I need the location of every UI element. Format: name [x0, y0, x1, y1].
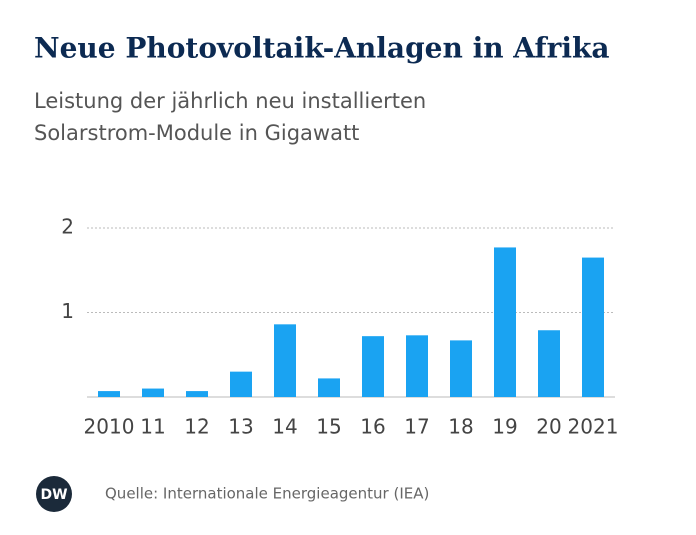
bar [406, 335, 428, 397]
logo: DW [40, 487, 67, 503]
bar [362, 336, 384, 397]
x-tick-label: 18 [448, 415, 473, 439]
bar [274, 324, 296, 397]
x-tick-label: 17 [404, 415, 429, 439]
x-tick-label: 14 [272, 415, 297, 439]
bar [230, 371, 252, 397]
bar [318, 378, 340, 397]
x-tick-label: 2010 [84, 415, 135, 439]
x-tick-label: 13 [228, 415, 253, 439]
logo-circle [36, 476, 72, 512]
x-tick-label: 2021 [568, 415, 619, 439]
bar [98, 391, 120, 397]
source: Quelle: Internationale Energieagentur (I… [105, 485, 429, 503]
x-tick-label: 16 [360, 415, 385, 439]
bar [186, 391, 208, 397]
x-tick-label: 11 [140, 415, 165, 439]
bar [494, 247, 516, 397]
x-tick-label: 19 [492, 415, 517, 439]
bar [450, 340, 472, 397]
x-tick-label: 12 [184, 415, 209, 439]
y-tick-label: 2 [61, 215, 74, 239]
chart-subtitle: Leistung der jährlich neu installierten [34, 89, 426, 113]
bar [142, 388, 164, 397]
x-tick-label: 15 [316, 415, 341, 439]
chart-subtitle: Solarstrom-Module in Gigawatt [34, 121, 359, 145]
bar [538, 330, 560, 397]
chart-title: Neue Photovoltaik-Anlagen in Afrika [34, 32, 610, 65]
x-tick-label: 20 [536, 415, 561, 439]
bar [582, 257, 604, 397]
y-tick-label: 1 [61, 299, 74, 323]
